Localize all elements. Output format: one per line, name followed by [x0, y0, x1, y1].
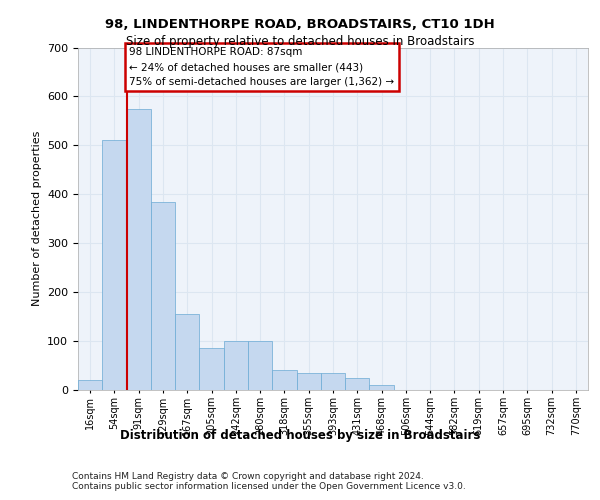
Text: Contains HM Land Registry data © Crown copyright and database right 2024.: Contains HM Land Registry data © Crown c…: [72, 472, 424, 481]
Bar: [370, 385, 394, 390]
Bar: [321, 373, 345, 390]
Text: Contains public sector information licensed under the Open Government Licence v3: Contains public sector information licen…: [72, 482, 466, 491]
Bar: [175, 314, 199, 390]
Bar: [78, 380, 102, 390]
Bar: [102, 140, 127, 390]
Text: Distribution of detached houses by size in Broadstairs: Distribution of detached houses by size …: [120, 430, 480, 442]
Bar: [199, 348, 224, 390]
Bar: [151, 202, 175, 390]
Y-axis label: Number of detached properties: Number of detached properties: [32, 131, 41, 306]
Bar: [224, 341, 248, 390]
Text: Size of property relative to detached houses in Broadstairs: Size of property relative to detached ho…: [126, 35, 474, 48]
Bar: [345, 378, 370, 390]
Bar: [296, 373, 321, 390]
Text: 98 LINDENTHORPE ROAD: 87sqm
← 24% of detached houses are smaller (443)
75% of se: 98 LINDENTHORPE ROAD: 87sqm ← 24% of det…: [130, 48, 395, 87]
Bar: [248, 341, 272, 390]
Bar: [127, 108, 151, 390]
Text: 98, LINDENTHORPE ROAD, BROADSTAIRS, CT10 1DH: 98, LINDENTHORPE ROAD, BROADSTAIRS, CT10…: [105, 18, 495, 30]
Bar: [272, 370, 296, 390]
